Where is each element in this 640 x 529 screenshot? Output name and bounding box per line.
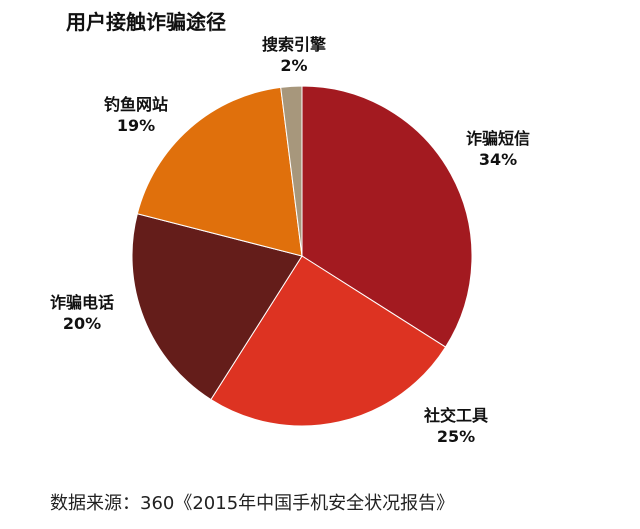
slice-percent-search: 2% [280,56,308,75]
slice-name-phishing: 钓鱼网站 [104,95,169,114]
slice-name-sms: 诈骗短信 [466,129,531,148]
slice-percent-sms: 34% [478,150,518,169]
pie-slice-phone [131,213,303,401]
pie-slice-phishing [136,86,303,257]
slice-label-social: 社交工具 25% [424,405,488,447]
slice-label-phone: 诈骗电话 20% [50,292,114,334]
slice-percent-phishing: 19% [116,116,156,135]
slice-label-phishing: 钓鱼网站 19% [104,94,168,136]
pie-slice-social [210,255,447,427]
data-source: 数据来源：360《2015年中国手机安全状况报告》 [50,493,455,514]
slice-percent-phone: 20% [62,314,102,333]
slice-label-search: 搜索引擎 2% [262,34,326,76]
slice-name-social: 社交工具 [424,406,489,425]
chart-title: 用户接触诈骗途径 [66,10,226,34]
slice-name-search: 搜索引擎 [262,35,327,54]
pie-slice-sms [301,85,473,348]
slice-label-sms: 诈骗短信 34% [466,128,530,170]
slice-name-phone: 诈骗电话 [50,293,115,312]
pie-slice-search [280,85,303,257]
slice-percent-social: 25% [436,427,476,446]
